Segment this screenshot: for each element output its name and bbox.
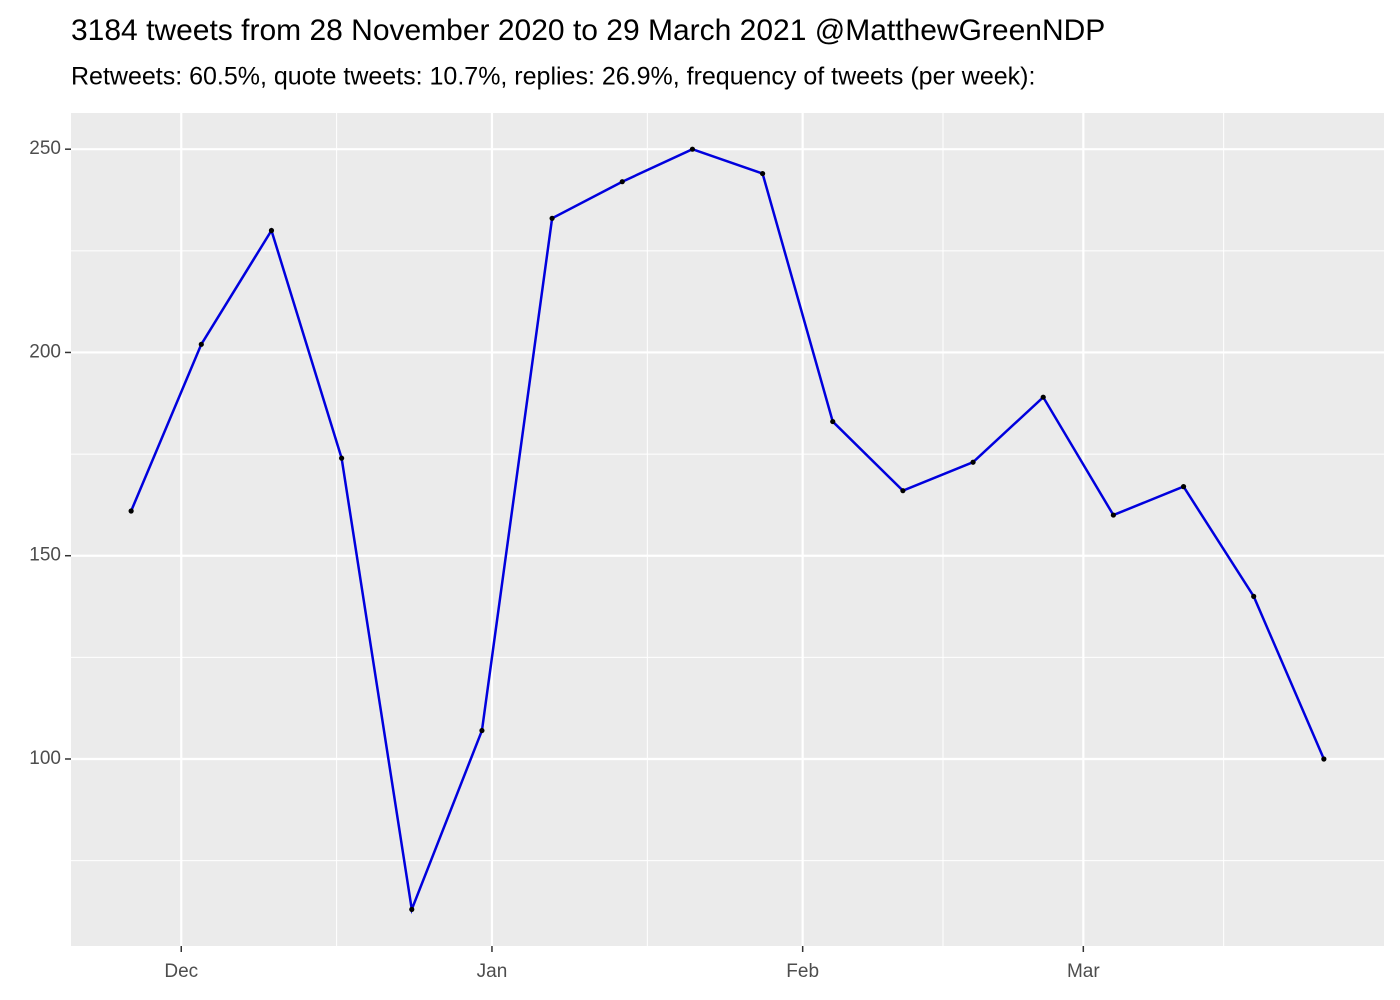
chart-subtitle: Retweets: 60.5%, quote tweets: 10.7%, re… [71,63,1035,91]
x-tick-label: Feb [786,961,819,982]
point [198,341,204,347]
point [128,508,134,514]
point [619,179,625,185]
x-tick-label: Mar [1067,961,1100,982]
point [1251,593,1257,599]
point [759,170,766,177]
point [268,227,275,234]
point [830,418,836,425]
x-tick-label: Jan [477,961,508,982]
point [409,906,415,913]
panel [71,113,1384,946]
chart-title: 3184 tweets from 28 November 2020 to 29 … [71,14,1105,47]
x-tick-label: Dec [164,961,198,982]
point [900,488,906,494]
point [689,146,696,152]
point [479,727,485,734]
point [549,215,555,221]
point [339,455,345,461]
y-tick-label: 200 [29,341,61,362]
y-tick-label: 250 [29,138,61,159]
point [1180,484,1187,490]
point [1110,512,1116,518]
y-tick-label: 100 [29,748,61,769]
point [970,459,976,465]
y-tick-label: 150 [29,545,61,566]
point [1040,394,1046,400]
point [1321,756,1327,762]
series-line [129,147,1326,915]
